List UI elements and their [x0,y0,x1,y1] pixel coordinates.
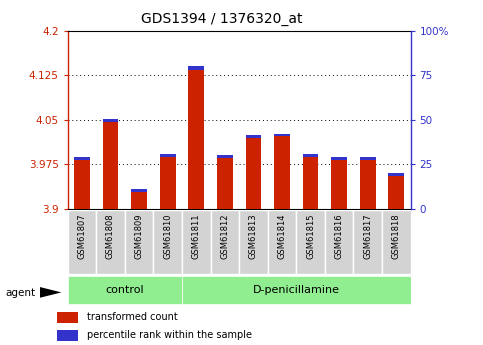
Text: percentile rank within the sample: percentile rank within the sample [86,331,252,341]
Bar [154,210,182,274]
Bar [102,119,118,122]
Text: GSM61815: GSM61815 [306,213,315,258]
Text: agent: agent [6,288,36,297]
Bar [217,155,233,158]
Bar [182,210,211,274]
Bar [74,157,90,160]
Bar [360,157,376,160]
Text: GSM61814: GSM61814 [277,213,286,258]
Text: GSM61817: GSM61817 [363,213,372,259]
Bar [68,276,182,304]
Text: GDS1394 / 1376320_at: GDS1394 / 1376320_at [142,12,303,26]
Bar [331,157,347,160]
Bar [245,138,261,209]
Bar [102,122,118,209]
Bar [131,189,147,192]
Bar [217,158,233,209]
Text: GSM61816: GSM61816 [335,213,343,259]
Text: GSM61812: GSM61812 [220,213,229,258]
Bar [188,70,204,209]
Text: transformed count: transformed count [86,312,177,322]
Bar [274,137,290,209]
Bar [325,210,354,274]
Bar [188,66,204,70]
Text: GSM61809: GSM61809 [135,213,143,258]
Bar [274,134,290,137]
Bar [211,210,239,274]
Bar [388,176,404,209]
Bar [296,210,325,274]
Bar [74,160,90,209]
Bar [360,160,376,209]
Bar [239,210,268,274]
Bar [57,331,78,341]
Bar [96,210,125,274]
Bar [354,210,382,274]
Polygon shape [40,287,61,298]
Text: control: control [105,285,144,295]
Bar [245,135,261,138]
Text: GSM61810: GSM61810 [163,213,172,258]
Text: GSM61808: GSM61808 [106,213,115,259]
Text: GSM61818: GSM61818 [392,213,401,259]
Bar [303,157,318,209]
Bar [160,157,175,209]
Bar [182,276,411,304]
Bar [382,210,411,274]
Bar [331,160,347,209]
Text: GSM61811: GSM61811 [192,213,201,258]
Text: D-penicillamine: D-penicillamine [253,285,340,295]
Text: GSM61807: GSM61807 [77,213,86,259]
Bar [57,312,78,323]
Text: GSM61813: GSM61813 [249,213,258,259]
Bar [268,210,296,274]
Bar [303,154,318,157]
Bar [388,173,404,176]
Bar [68,210,96,274]
Bar [160,154,175,157]
Bar [131,192,147,209]
Bar [125,210,154,274]
